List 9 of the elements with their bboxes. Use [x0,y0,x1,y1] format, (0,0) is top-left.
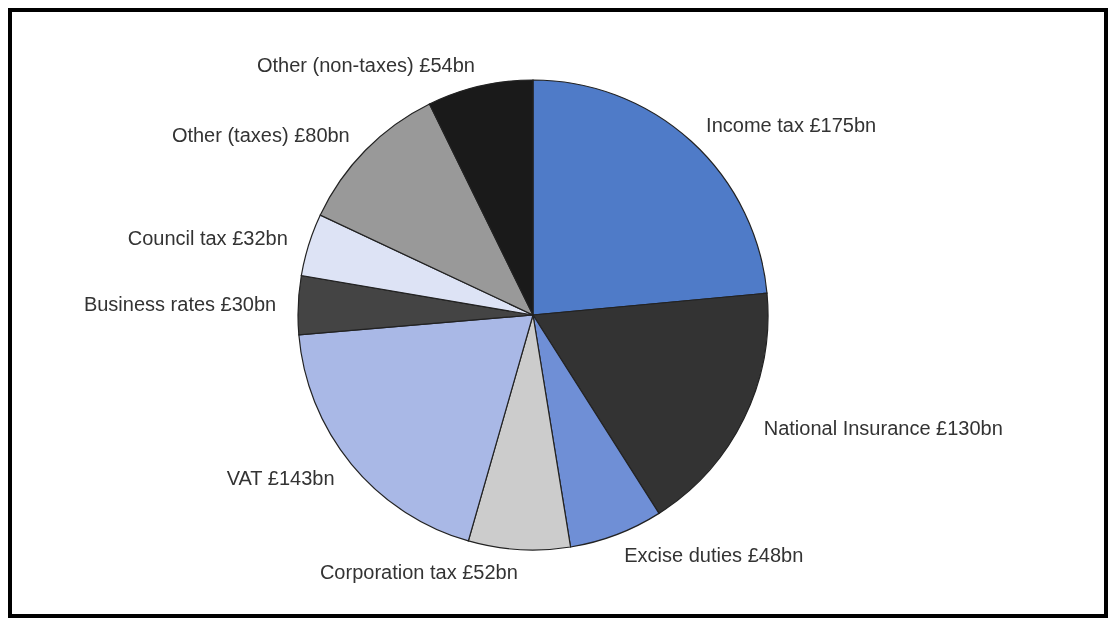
slice-label: Income tax £175bn [706,114,877,137]
slice-label: Business rates £30bn [83,293,277,316]
slice-label: Other (non-taxes) £54bn [257,53,475,76]
slice-label: National Insurance £130bn [763,417,1003,440]
slice-label: VAT £143bn [226,467,335,490]
slice-label: Corporation tax £52bn [319,560,518,583]
slice-label: Council tax £32bn [127,227,288,250]
slice-label: Other (taxes) £80bn [171,123,350,146]
slice-label: Excise duties £48bn [624,544,804,567]
